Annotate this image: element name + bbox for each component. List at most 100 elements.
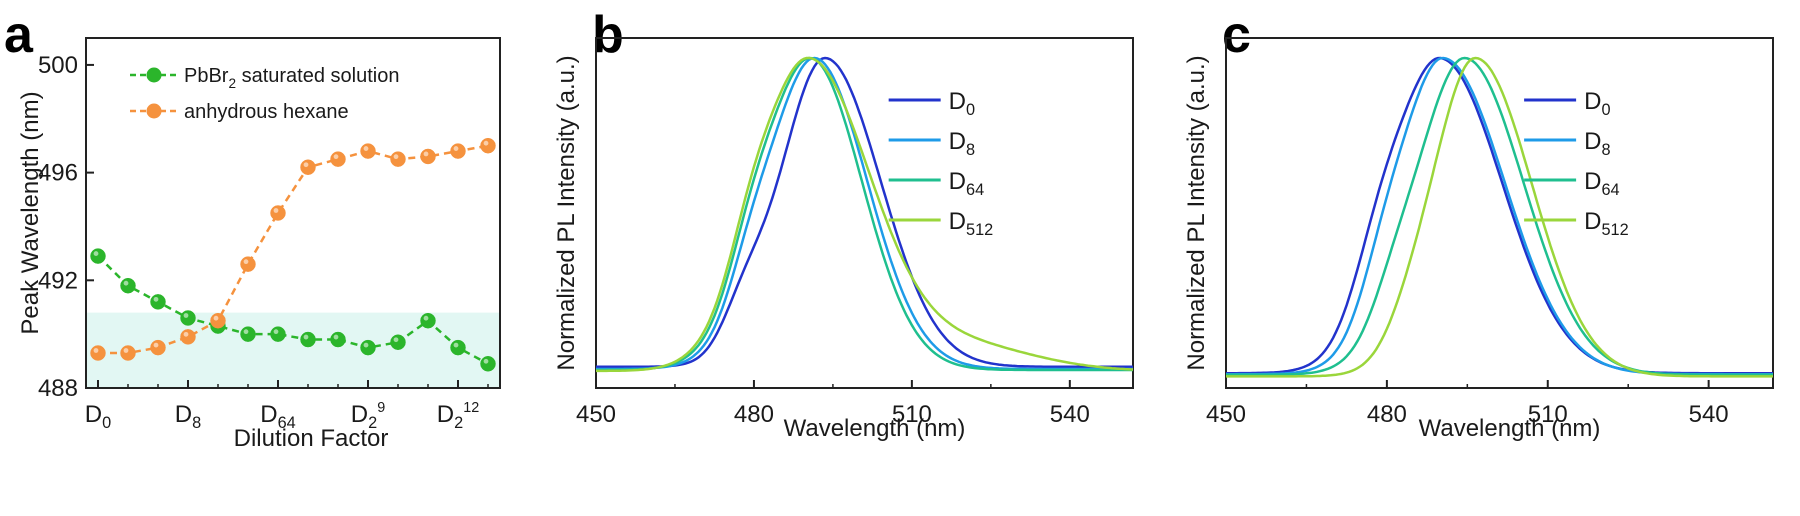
legend: D0 D8 D64 D512 <box>888 88 994 239</box>
y-tick-label: 492 <box>38 267 78 294</box>
x-tick-label: 480 <box>1367 401 1407 428</box>
data-point-highlight <box>453 146 459 151</box>
data-point-highlight <box>93 251 99 256</box>
x-axis-title: Dilution Factor <box>234 425 389 452</box>
data-point-highlight <box>333 154 339 160</box>
y-tick-label: 488 <box>38 375 78 402</box>
data-point-highlight <box>303 334 309 340</box>
legend: D0 D8 D64 D512 <box>1524 88 1629 239</box>
series-line-3 <box>596 56 1134 373</box>
data-point-highlight <box>273 329 279 335</box>
data-point-highlight <box>183 331 189 337</box>
data-point-highlight <box>393 154 399 160</box>
legend-entry-1: D8 <box>1584 128 1610 159</box>
data-point <box>270 326 286 342</box>
data-point <box>180 310 196 326</box>
data-point-highlight <box>483 140 489 146</box>
legend-entry-0: D0 <box>949 88 975 119</box>
x-tick-label: 480 <box>734 401 774 428</box>
legend-swatch-marker <box>146 103 162 119</box>
chart-panel-c: 450 480 510 540 Wavelength (nm) Normalized PL… <box>1183 37 1774 442</box>
panel-c-plot-frame <box>1225 37 1774 389</box>
data-point-highlight <box>123 280 129 286</box>
data-point <box>300 159 316 175</box>
data-point-highlight <box>243 329 249 335</box>
legend-entry-3: D512 <box>1584 208 1629 239</box>
x-tick-label: 540 <box>1689 401 1729 428</box>
series-line-2 <box>596 56 1133 372</box>
x-tick-label: 540 <box>1050 401 1090 428</box>
y-tick-label: 496 <box>38 160 78 187</box>
data-point-highlight <box>273 208 279 213</box>
legend-entry-0: PbBr2 saturated solution <box>184 65 399 91</box>
data-point-highlight <box>153 296 159 302</box>
data-point-highlight <box>363 146 369 151</box>
data-point-highlight <box>363 342 369 348</box>
legend-entry-0: D0 <box>1584 88 1610 119</box>
data-point-highlight <box>333 334 339 340</box>
data-point-highlight <box>483 358 489 364</box>
data-point-highlight <box>303 162 309 168</box>
data-point-highlight <box>243 259 249 265</box>
data-point <box>330 151 346 167</box>
data-point-highlight <box>423 315 429 321</box>
chart-panel-b: 450 480 510 540 Wavelength (nm) Normalized PL… <box>553 37 1134 442</box>
legend: PbBr2 saturated solution anhydrous hexane <box>130 65 399 123</box>
data-point <box>210 312 226 329</box>
panel-letter-a: a <box>4 6 34 64</box>
data-point-highlight <box>93 348 99 353</box>
series-line-2 <box>1226 56 1773 377</box>
y-axis-title: Peak Wavelength (nm) <box>17 91 44 334</box>
legend-entry-2: D64 <box>1584 168 1620 199</box>
data-point <box>180 329 196 345</box>
data-point <box>390 334 406 350</box>
data-point-highlight <box>153 342 159 348</box>
data-point <box>450 339 466 356</box>
data-point <box>360 143 376 159</box>
data-point <box>360 339 376 356</box>
panel-letter-b: b <box>592 6 624 64</box>
x-tick-label: D212 <box>437 400 479 432</box>
panel-a-plot-frame <box>85 37 501 389</box>
x-tick-label: D8 <box>175 401 201 432</box>
panel-b-plot-frame <box>595 37 1134 389</box>
x-tick-label: D29 <box>351 400 385 432</box>
data-point <box>480 356 496 372</box>
chart-panel-a: 488 492 496 500 D0 D8 D64 D29 D212 Dilution Facto… <box>17 37 501 452</box>
y-axis-title: Normalized PL Intensity (a.u.) <box>1183 55 1210 370</box>
data-point <box>120 345 136 361</box>
data-point <box>90 248 106 264</box>
legend-swatch-marker <box>146 67 162 83</box>
data-point-highlight <box>213 315 219 321</box>
x-tick-label: D64 <box>260 401 296 432</box>
data-point <box>240 256 256 272</box>
data-point <box>420 312 436 329</box>
legend-entry-3: D512 <box>949 208 994 239</box>
x-tick-label: 450 <box>1206 401 1246 428</box>
data-point-highlight <box>123 348 129 353</box>
data-point <box>420 148 436 165</box>
x-tick-label: 510 <box>1528 401 1568 428</box>
data-point <box>480 137 496 154</box>
series-line-3 <box>1226 56 1773 378</box>
data-point <box>150 294 166 310</box>
x-tick-label: 450 <box>576 401 616 428</box>
data-point-highlight <box>183 313 189 318</box>
data-point <box>450 143 466 159</box>
data-point <box>120 277 136 294</box>
data-point <box>300 331 316 348</box>
legend-entry-2: D64 <box>949 168 985 199</box>
data-point <box>330 331 346 348</box>
y-axis-title: Normalized PL Intensity (a.u.) <box>553 55 580 370</box>
data-point <box>390 151 406 167</box>
series-line-1 <box>596 56 1133 371</box>
legend-entry-1: D8 <box>949 128 975 159</box>
x-tick-label: 510 <box>892 401 932 428</box>
data-point <box>270 205 286 221</box>
series-line-0 <box>97 255 489 365</box>
data-point-highlight <box>393 337 399 343</box>
y-tick-label: 500 <box>38 52 78 79</box>
data-point <box>240 326 256 342</box>
x-axis-title: Wavelength (nm) <box>1419 415 1601 442</box>
